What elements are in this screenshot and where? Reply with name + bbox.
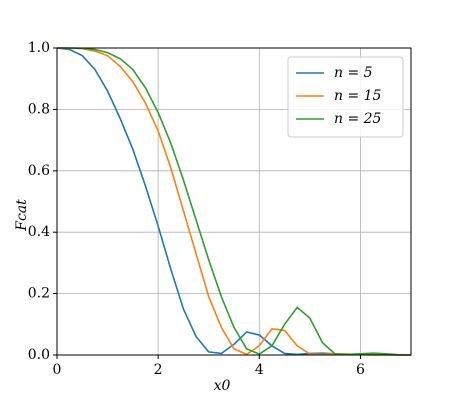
- x-tick-label: 4: [255, 362, 264, 378]
- legend-label: n = 5: [334, 65, 373, 81]
- x-tick-label: 6: [356, 362, 365, 378]
- y-tick-label: 0.0: [28, 347, 50, 363]
- y-tick-label: 0.6: [28, 163, 50, 179]
- y-tick-label: 1.0: [28, 40, 50, 56]
- plot-frame: [56, 47, 412, 356]
- legend-label: n = 15: [334, 88, 382, 104]
- legend-box: [287, 56, 404, 138]
- line-series: [57, 47, 412, 356]
- y-tick-label: 0.8: [28, 101, 50, 117]
- x-tick-label: 2: [154, 362, 163, 378]
- legend-label: n = 25: [334, 111, 382, 127]
- y-axis-label: Fcat: [14, 199, 30, 232]
- y-tick-label: 0.4: [28, 224, 50, 240]
- y-tick-label: 0.2: [28, 286, 50, 302]
- x-axis-label: x0: [214, 378, 231, 394]
- x-tick-label: 0: [53, 362, 62, 378]
